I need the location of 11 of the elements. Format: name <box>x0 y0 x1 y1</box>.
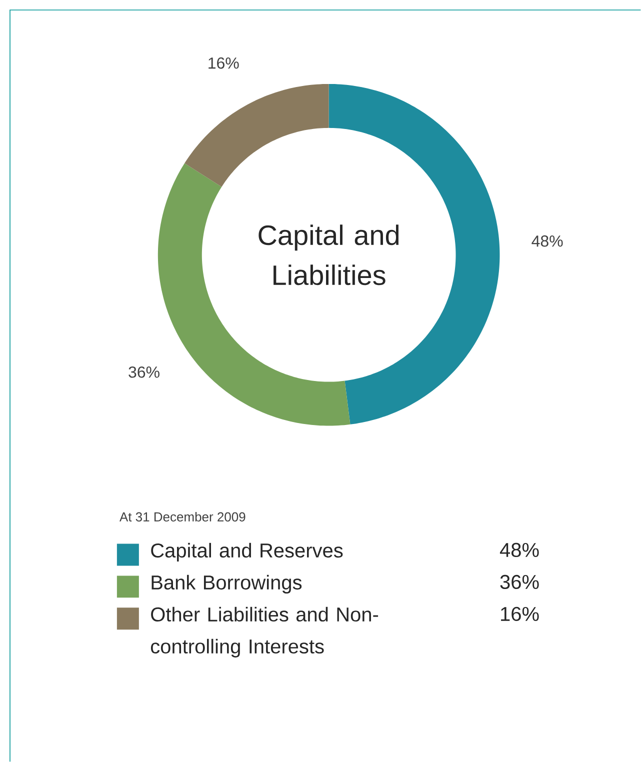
data-label: 48% <box>532 235 563 247</box>
legend-label: Other Liabilities and Non-controlling Interests <box>150 606 378 658</box>
legend-label: Capital and Reserves <box>151 542 343 562</box>
text: 48% <box>500 542 539 558</box>
legend-label: Bank Borrowings <box>152 574 302 594</box>
text: At 31 December 2009 <box>119 512 246 522</box>
text: 36% <box>500 574 539 590</box>
data-label: 16% <box>208 57 239 69</box>
data-label: 36% <box>128 366 160 378</box>
text: 16% <box>501 606 539 622</box>
text: Capital and Liabilities <box>258 224 399 286</box>
